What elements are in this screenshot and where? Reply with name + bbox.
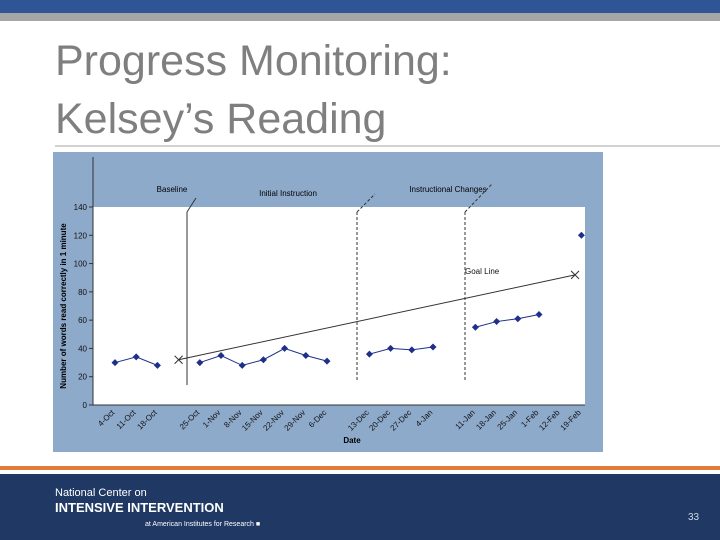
- y-tick-label: 120: [74, 231, 88, 240]
- y-tick-label: 80: [78, 288, 87, 297]
- footer-band: [0, 474, 720, 540]
- data-point: [471, 323, 479, 331]
- y-tick-label: 140: [74, 203, 88, 212]
- data-point: [281, 344, 289, 352]
- phase-label: Baseline: [157, 185, 188, 194]
- data-point: [217, 352, 225, 359]
- data-point: [514, 315, 522, 323]
- footer-stripe: [0, 466, 720, 470]
- data-point: [111, 359, 119, 367]
- data-point: [132, 353, 140, 361]
- data-point: [387, 344, 395, 352]
- data-point: [429, 343, 437, 351]
- x-axis-label: Date: [343, 436, 361, 445]
- data-point: [323, 357, 331, 365]
- y-axis-label: Number of words read correctly in 1 minu…: [59, 223, 68, 389]
- page-number: 33: [688, 512, 700, 523]
- data-point: [196, 359, 204, 367]
- slide-title: Progress Monitoring:: [55, 37, 452, 85]
- data-point: [259, 356, 267, 364]
- y-tick-label: 60: [78, 316, 87, 325]
- footer-text: at American Institutes for Research ■: [145, 521, 260, 528]
- goal-label: Goal Line: [465, 267, 500, 276]
- top-stripe: [0, 13, 720, 21]
- footer-text: National Center on: [55, 487, 147, 499]
- data-point: [302, 352, 310, 359]
- data-point: [153, 361, 161, 369]
- data-point: [365, 350, 373, 358]
- phase-label: Initial Instruction: [259, 189, 317, 198]
- y-tick-label: 20: [78, 373, 87, 382]
- data-point: [493, 318, 501, 326]
- y-tick-label: 0: [83, 401, 88, 410]
- phase-pointer: [186, 197, 197, 213]
- data-point: [238, 361, 246, 369]
- data-point: [577, 231, 585, 239]
- plot-area: [93, 207, 585, 405]
- goal-marker: [570, 270, 580, 280]
- y-tick-label: 100: [74, 260, 88, 269]
- footer-text: INTENSIVE INTERVENTION: [55, 500, 224, 515]
- slide-title: Kelsey’s Reading: [55, 95, 386, 143]
- phase-label: Instructional Changes: [409, 185, 486, 194]
- phase-pointer: [356, 193, 376, 213]
- data-point: [535, 310, 543, 318]
- phase-pointer: [464, 183, 493, 213]
- data-point: [408, 346, 416, 354]
- y-tick-label: 40: [78, 344, 87, 353]
- top-bar: [0, 0, 720, 13]
- goal-marker: [174, 355, 183, 365]
- goal-line: [178, 274, 576, 361]
